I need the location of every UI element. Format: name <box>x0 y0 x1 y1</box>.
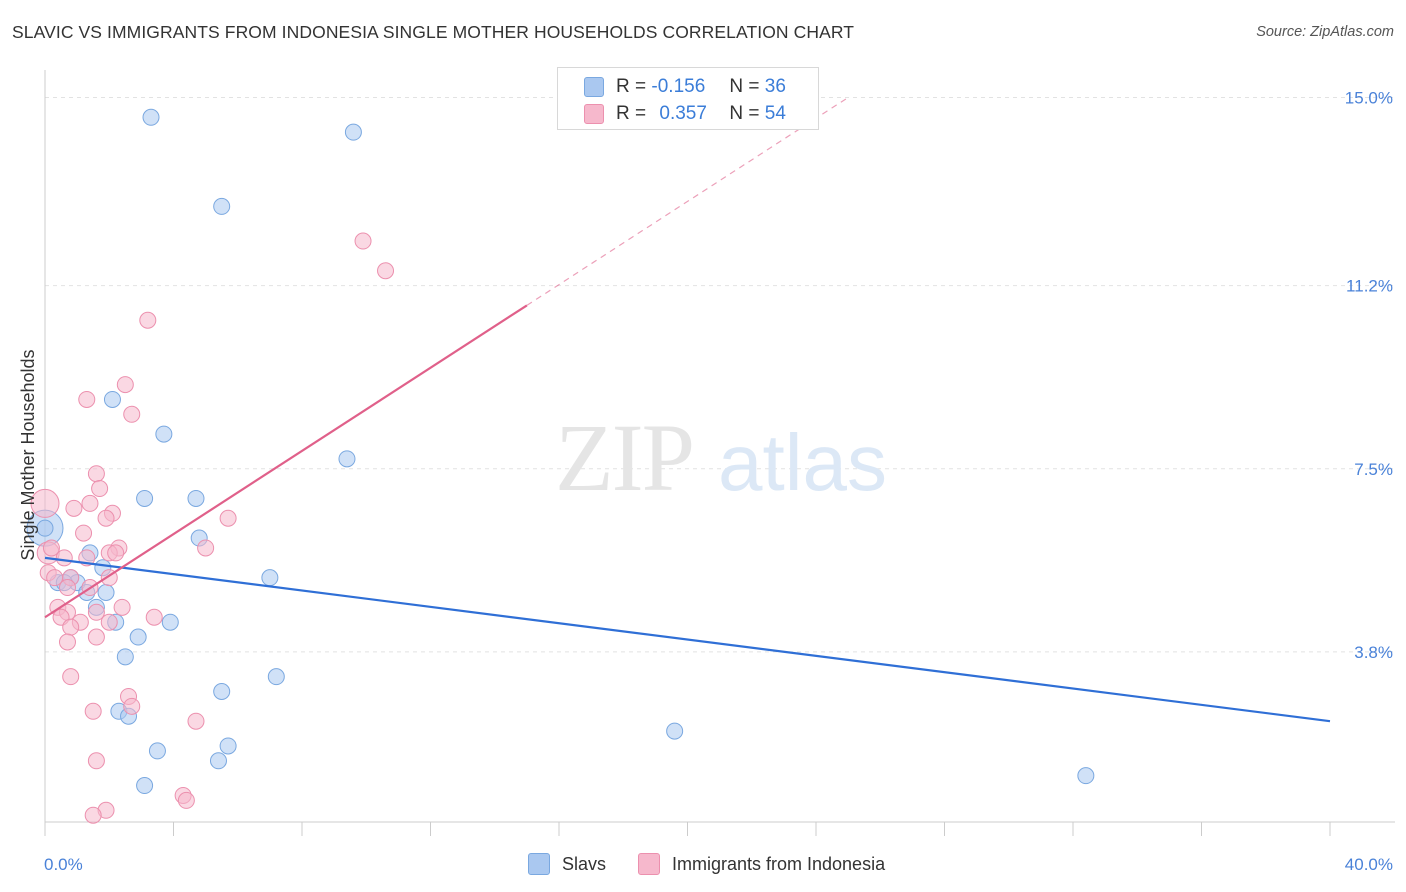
indonesia-trend-line <box>44 304 528 619</box>
indonesia-point <box>87 752 105 770</box>
slavs-point <box>666 722 684 740</box>
slavs-point <box>213 197 231 215</box>
indonesia-point <box>87 628 105 646</box>
slavs-point <box>97 584 115 601</box>
slavs-point <box>209 752 227 770</box>
indonesia-point <box>91 480 109 498</box>
indonesia-point <box>197 539 215 557</box>
slavs-point <box>1077 767 1095 785</box>
r-label: R = <box>616 103 647 124</box>
indonesia-trend-extension <box>526 96 849 306</box>
indonesia-point <box>65 499 83 517</box>
legend-label-slavs: Slavs <box>562 853 607 874</box>
slavs-point <box>136 777 154 795</box>
source-label: Source: ZipAtlas.com <box>1256 24 1394 40</box>
indonesia-point <box>97 509 115 527</box>
slavs-point <box>148 742 166 760</box>
indonesia-point <box>107 544 125 562</box>
indonesia-point <box>58 579 76 597</box>
indonesia-point <box>100 613 118 631</box>
slavs-point <box>267 668 285 686</box>
slavs-point <box>344 123 362 141</box>
data-points <box>26 108 1095 824</box>
slavs-point <box>338 450 356 468</box>
indonesia-swatch <box>584 104 604 124</box>
stats-row-indonesia: R = 0.357 N = 54 <box>558 101 786 127</box>
x-tick-label: 40.0% <box>1345 855 1393 874</box>
legend-item-indonesia[interactable]: Immigrants from Indonesia <box>638 852 885 876</box>
indonesia-point <box>55 549 73 567</box>
legend-item-slavs[interactable]: Slavs <box>528 852 606 876</box>
series-legend: Slavs Immigrants from Indonesia <box>0 852 1406 876</box>
n-value: 54 <box>764 103 786 124</box>
indonesia-point <box>177 791 195 809</box>
n-label: N = <box>729 103 760 124</box>
x-tick-label: 0.0% <box>44 855 83 874</box>
indonesia-point <box>187 712 205 730</box>
indonesia-point <box>62 618 80 636</box>
watermark: ZIP atlas <box>555 404 887 511</box>
y-tick-label: 7.5% <box>1354 460 1393 479</box>
slavs-point <box>116 648 134 666</box>
tick-labels: 3.8% 7.5% 11.2% 15.0% 0.0% 40.0% <box>44 89 1393 875</box>
slavs-point <box>136 489 154 507</box>
watermark-atlas: atlas <box>718 418 887 507</box>
indonesia-legend-swatch <box>638 853 660 875</box>
legend-label-indonesia: Immigrants from Indonesia <box>672 853 886 874</box>
indonesia-point <box>81 494 99 512</box>
slavs-point <box>187 489 205 507</box>
indonesia-point <box>62 668 80 686</box>
indonesia-point <box>113 598 131 616</box>
indonesia-point <box>219 509 237 527</box>
watermark-zip: ZIP <box>555 404 693 511</box>
indonesia-point <box>75 524 93 542</box>
indonesia-point <box>354 232 372 250</box>
y-tick-label: 15.0% <box>1345 89 1393 108</box>
slavs-point <box>161 613 179 631</box>
indonesia-point <box>139 311 157 329</box>
indonesia-point <box>84 806 102 824</box>
indonesia-point <box>123 697 141 715</box>
stats-row-slavs: R = -0.156 N = 36 <box>558 74 786 100</box>
indonesia-point <box>84 702 102 720</box>
r-label: R = <box>616 76 647 97</box>
slavs-point <box>219 737 237 755</box>
indonesia-point <box>87 603 105 621</box>
indonesia-point <box>58 633 76 651</box>
y-axis-label: Single Mother Households <box>18 349 38 560</box>
indonesia-point <box>87 465 105 483</box>
n-label: N = <box>729 76 760 97</box>
slavs-point <box>155 425 173 443</box>
y-tick-label: 3.8% <box>1354 643 1393 662</box>
indonesia-point <box>377 262 395 280</box>
slavs-swatch <box>584 77 604 97</box>
axes <box>44 70 1395 836</box>
y-tick-label: 11.2% <box>1346 277 1393 296</box>
indonesia-point <box>30 488 60 518</box>
slavs-point <box>103 390 121 408</box>
trend-lines <box>44 96 1331 723</box>
indonesia-point <box>42 539 60 557</box>
slavs-point <box>142 108 160 126</box>
slavs-trend-line <box>44 556 1331 723</box>
slavs-point <box>129 628 147 646</box>
slavs-point <box>213 683 231 700</box>
slavs-point <box>261 569 279 587</box>
indonesia-point <box>145 608 163 626</box>
indonesia-point <box>123 405 141 423</box>
r-value: -0.156 <box>651 76 706 97</box>
stats-legend: R = -0.156 N = 36 R = 0.357 N = 54 <box>557 67 819 130</box>
indonesia-point <box>116 376 134 394</box>
slavs-legend-swatch <box>528 853 550 875</box>
indonesia-point <box>78 390 96 408</box>
slavs-point <box>36 519 54 537</box>
n-value: 36 <box>764 76 786 97</box>
chart-title: SLAVIC VS IMMIGRANTS FROM INDONESIA SING… <box>12 22 855 42</box>
r-value: 0.357 <box>659 103 707 124</box>
grid-lines <box>45 97 1395 653</box>
